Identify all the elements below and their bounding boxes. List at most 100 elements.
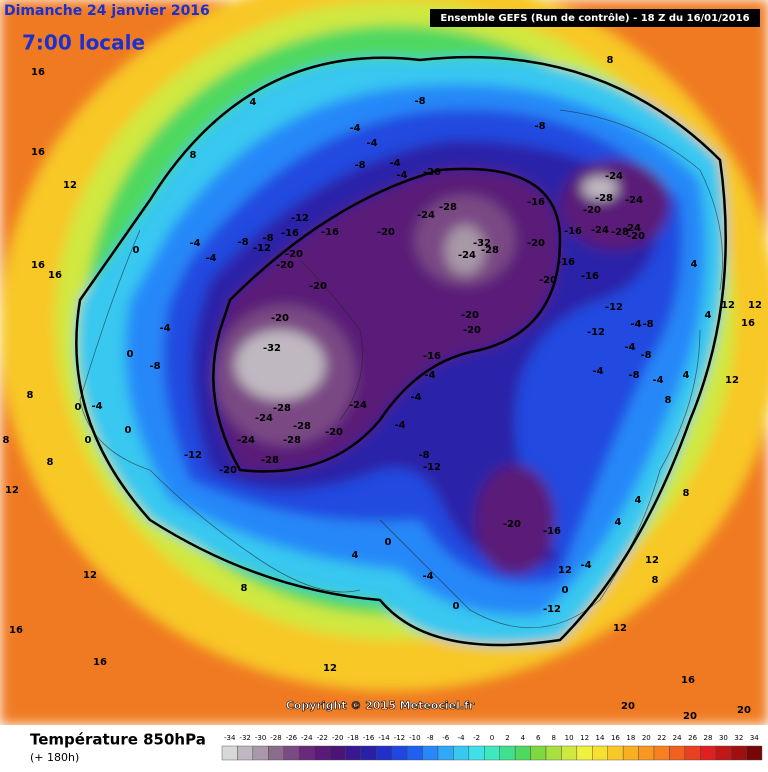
colorbar-tick-label: 34 [750, 734, 759, 742]
colorbar-tick-label: 8 [551, 734, 555, 742]
colorbar-tick-label: -20 [332, 734, 343, 742]
contour-label: -24 [605, 171, 623, 182]
color-swatch [700, 745, 716, 761]
color-swatch [638, 745, 655, 761]
colorbar-tick-label: -32 [239, 734, 250, 742]
colorbar-tick-label: 4 [521, 734, 526, 742]
contour-label: 12 [748, 300, 762, 311]
color-swatch [237, 745, 254, 761]
contour-label: -28 [283, 435, 301, 446]
contour-label: -32 [263, 343, 281, 354]
contour-label: 12 [645, 555, 659, 566]
contour-label: -28 [293, 421, 311, 432]
contour-label: -16 [543, 526, 561, 537]
colorbar-tick-label: 20 [642, 734, 651, 742]
contour-label: 0 [453, 601, 460, 612]
isotherm-0 [75, 55, 727, 647]
contour-label: 12 [721, 300, 735, 311]
colorbar-tick-label: 30 [719, 734, 728, 742]
color-swatch [530, 745, 547, 761]
contour-label: -12 [423, 462, 441, 473]
colorbar-tick-label: 16 [611, 734, 620, 742]
contour-label: -20 [461, 310, 479, 321]
colorbar-tick-label: -4 [458, 734, 466, 742]
colorbar-tick-label: -12 [394, 734, 405, 742]
contour-label: -8 [534, 121, 545, 132]
contour-label: -8 [262, 233, 273, 244]
time: 7:00 locale [22, 31, 145, 55]
contour-label: 16 [9, 625, 23, 636]
contour-label: -28 [595, 193, 613, 204]
color-swatch [622, 745, 639, 761]
contour-label: -4 [349, 123, 360, 134]
contour-label: -12 [253, 243, 271, 254]
color-swatch [514, 745, 531, 761]
contour-label: -12 [291, 213, 309, 224]
colorbar-tick-label: -28 [270, 734, 281, 742]
contour-label: 4 [635, 495, 642, 506]
color-swatch [607, 745, 624, 761]
run: Ensemble GEFS (Run de contrôle) - 18 Z d… [440, 12, 749, 24]
contour-label: 16 [31, 67, 45, 78]
color-swatch [298, 745, 315, 761]
contour-label: -20 [377, 227, 395, 238]
contour-label: -16 [557, 257, 575, 268]
contour-label: -28 [439, 202, 457, 213]
contour-labels: -8-8-4-4-8 -4-4 -20-24-28 -16-20-24-28 -24-2… [3, 55, 762, 722]
contour-label: 4 [615, 517, 622, 528]
colorbar-tick-label: -2 [473, 734, 480, 742]
contour-label: -4 [410, 392, 421, 403]
contour-label: -4 [394, 420, 405, 431]
colorbar-tick-label: -6 [442, 734, 450, 742]
contour-label: -12 [587, 327, 605, 338]
legend-subtitle: (+ 180h) [30, 751, 79, 764]
color-swatch [360, 745, 377, 761]
color-swatch [437, 745, 454, 761]
contour-label: 12 [5, 485, 19, 496]
contour-label: 4 [683, 370, 690, 381]
contour-label: 4 [250, 97, 257, 108]
contour-label: -16 [581, 271, 599, 282]
color-swatch [391, 745, 408, 761]
contour-label: -4 [422, 571, 433, 582]
contour-label: -16 [564, 226, 582, 237]
contour-label: -24 [237, 435, 255, 446]
color-swatch [484, 745, 500, 761]
contour-label: -20 [503, 519, 521, 530]
contour-label: -8 [642, 319, 653, 330]
contour-label: -4 [366, 138, 377, 149]
contour-label: -16 [423, 351, 441, 362]
contour-label: 12 [613, 623, 627, 634]
contour-label: 12 [63, 180, 77, 191]
contour-label: -20 [219, 465, 237, 476]
contour-label: 20 [683, 711, 697, 722]
color-swatch [268, 745, 284, 761]
colorbar-tick-label: 18 [626, 734, 635, 742]
contour-label: 12 [323, 663, 337, 674]
colorbar-tick-label: 6 [536, 734, 541, 742]
contour-label: -28 [481, 245, 499, 256]
colorbar-tick-label: -22 [317, 734, 328, 742]
contour-label: 12 [83, 570, 97, 581]
contour-label: -20 [583, 205, 601, 216]
contour-label: 0 [127, 349, 134, 360]
color-swatch [653, 745, 670, 761]
contour-label: 4 [352, 550, 359, 561]
contour-label: -28 [261, 455, 279, 466]
contour-label: -4 [205, 253, 216, 264]
contour-label: -24 [591, 225, 609, 236]
contour-label: -8 [237, 237, 248, 248]
colorbar-tick-label: 0 [490, 734, 494, 742]
colorbar-tick-label: 2 [505, 734, 509, 742]
contour-label: -4 [652, 375, 663, 386]
color-swatch [715, 745, 732, 761]
colorbar-tick-label: -8 [427, 734, 434, 742]
contour-label: -24 [623, 223, 641, 234]
contour-label: -8 [640, 350, 651, 361]
colorbar-tick-label: 14 [596, 734, 605, 742]
color-swatch [221, 745, 238, 761]
color-swatch [314, 745, 331, 761]
contour-label: 16 [31, 260, 45, 271]
color-swatch [545, 745, 562, 761]
contour-label: -12 [543, 604, 561, 615]
